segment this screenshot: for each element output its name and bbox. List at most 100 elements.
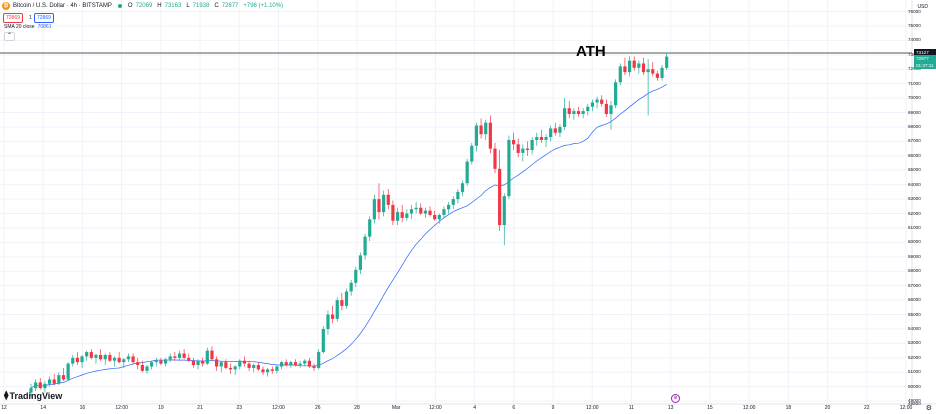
candle-body (182, 353, 186, 358)
candle-body (89, 352, 93, 358)
candle-body (75, 357, 79, 363)
price-tick-label: 68000 (908, 123, 921, 129)
candle-body (409, 209, 414, 214)
candle-body (395, 212, 400, 221)
price-tick-label: 63000 (908, 196, 921, 202)
sell-button[interactable]: 72869 (3, 13, 23, 23)
candle-body (252, 365, 256, 368)
candle-body (215, 359, 219, 367)
candle-body (465, 161, 469, 184)
ohlc-open-value: 72069 (135, 3, 153, 9)
price-tick-label: 76000 (908, 8, 921, 14)
candle-body (275, 366, 279, 371)
candle-body (210, 350, 214, 360)
candle-body (238, 360, 242, 367)
candle-body (279, 362, 284, 367)
candles (29, 52, 669, 397)
candle-body (553, 128, 557, 133)
candle-body (136, 362, 140, 366)
candle-body (614, 82, 618, 106)
candle-body (131, 356, 135, 363)
time-tick-label: 12:00 (585, 405, 599, 411)
sma-indicator-legend[interactable]: SMA 20 close 70861 (4, 24, 51, 30)
price-tick-label: 65000 (908, 167, 921, 173)
candle-body (99, 354, 103, 360)
candle-body (544, 137, 548, 140)
candle-body (47, 379, 52, 384)
candle-body (660, 67, 664, 78)
candle-body (456, 191, 460, 200)
candle-body (43, 383, 47, 389)
symbol-title[interactable]: Bitcoin / U.S. Dollar · 4h · BITSTAMP (13, 3, 112, 9)
tradingview-logo[interactable]: ⧫ TradingView (4, 390, 62, 401)
candle-body (641, 63, 646, 73)
currency-label[interactable]: USD (917, 4, 928, 10)
settings-gear-icon[interactable]: ⚙ (925, 405, 932, 412)
tradingview-mark-icon: ⧫ (4, 390, 9, 400)
candle-body (270, 369, 274, 371)
spread-value: 1 (26, 13, 35, 23)
time-tick-label: 19 (158, 405, 164, 411)
time-tick-label: 20 (824, 405, 831, 411)
price-tick-label: 71000 (908, 80, 921, 86)
ohlc-close-key: C (214, 3, 219, 9)
candle-body (145, 366, 149, 371)
candle-body (474, 125, 479, 146)
candle-body (52, 379, 56, 384)
candle-body (600, 99, 604, 104)
time-tick-label: 28 (354, 405, 360, 411)
candle-body (298, 363, 302, 366)
price-tick-label: 51000 (908, 369, 921, 375)
price-tick-label: 53000 (908, 340, 921, 346)
ohlc-high-value: 73163 (164, 3, 182, 9)
events-icon[interactable]: ⊕ (671, 394, 680, 403)
candle-body (256, 365, 260, 370)
candle-body (368, 219, 372, 237)
candle-body (437, 214, 441, 220)
candle-body (447, 204, 451, 210)
candle-body (665, 56, 669, 68)
time-tick-label: 21 (197, 405, 203, 411)
price-tick-label: 52000 (908, 354, 921, 360)
ohlc-high-key: H (157, 3, 162, 9)
candle-body (516, 144, 520, 153)
ohlc-low-key: L (186, 3, 190, 9)
candle-body (321, 328, 325, 353)
price-tick-label: 57000 (908, 282, 921, 288)
candle-body (340, 300, 344, 306)
candle-body (94, 354, 98, 358)
candle-body (646, 69, 650, 73)
candle-body (428, 210, 432, 215)
buy-button[interactable]: 72869 (34, 13, 54, 23)
price-tick-label: 55000 (908, 311, 921, 317)
horizontal-grid (0, 11, 912, 405)
candle-body (126, 356, 131, 360)
candle-body (219, 362, 223, 367)
candle-body (331, 314, 335, 319)
candle-body (470, 145, 474, 162)
price-tick-label: 69000 (908, 109, 921, 115)
time-tick-label: 23 (236, 405, 243, 411)
candle-body (604, 103, 608, 114)
ath-annotation[interactable]: ATH (576, 43, 606, 60)
sma-label: SMA 20 close (4, 24, 35, 30)
time-tick-label: 16 (79, 405, 86, 411)
candle-body (150, 362, 154, 367)
time-tick-label: 26 (314, 405, 321, 411)
candle-body (651, 69, 655, 74)
time-tick-label: 12:00 (429, 405, 442, 411)
candle-body (451, 199, 455, 205)
tradingview-name: TradingView (9, 390, 63, 401)
candle-body (303, 360, 307, 364)
candle-body (112, 357, 117, 361)
candle-body (196, 360, 200, 366)
price-tick-label: 66000 (908, 152, 921, 158)
price-tick-label: 67000 (908, 138, 921, 144)
candle-body (539, 137, 543, 140)
candle-body (535, 137, 539, 140)
candle-body (507, 139, 511, 197)
candle-body (177, 353, 182, 358)
collapse-legend-button[interactable]: ⌃ (4, 32, 15, 41)
candle-body (502, 196, 506, 226)
